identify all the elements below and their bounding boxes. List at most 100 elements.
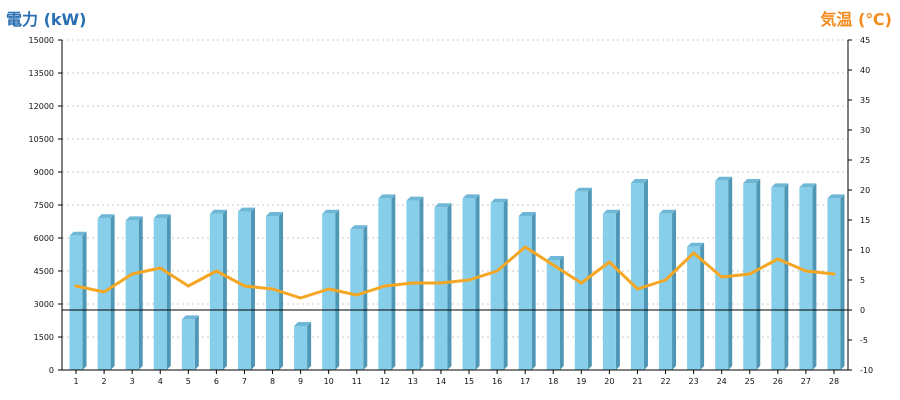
right-tick-label: -10 [860,366,873,375]
bar-front [266,216,280,370]
temperature-point [355,293,359,297]
bar-top [209,209,227,214]
bar [743,179,761,370]
bar-front [406,200,420,370]
bar-side [166,214,171,370]
bar-side [447,203,452,370]
bar-top [350,225,368,230]
bar-side [194,315,199,370]
x-tick-label: 5 [186,377,191,386]
x-tick-label: 7 [242,377,247,386]
bar-top [69,231,87,236]
temperature-series [74,245,836,300]
bar-top [687,242,705,247]
bar-top [630,179,648,183]
temperature-point [692,251,696,255]
bar-front [771,187,785,370]
right-tick-label: 0 [860,306,865,315]
bar-top [715,176,733,181]
bar-front [518,216,532,370]
temperature-point [636,287,639,291]
bar-front [181,319,195,370]
bar-side [531,212,536,370]
bar-top [153,214,171,219]
bar [771,183,789,370]
x-tick-label: 28 [829,377,839,386]
left-tick-label: 6000 [34,234,54,243]
right-tick-label: 25 [860,156,870,165]
x-tick-label: 26 [773,377,783,386]
temperature-point [411,281,415,285]
temperature-point [579,281,583,285]
x-tick-label: 27 [801,377,811,386]
bar-front [125,220,139,370]
bar-side [138,216,143,370]
x-tick-label: 8 [270,377,275,386]
bar [659,209,677,370]
right-tick-label: 35 [860,96,870,105]
bar-side [475,194,480,370]
right-tick-label: 40 [860,66,870,75]
bar-side [391,194,396,370]
left-tick-label: 1500 [34,333,54,342]
bar-front [602,213,616,370]
left-tick-label: 7500 [34,201,54,210]
bar-top [181,315,199,320]
temperature-point [383,284,387,288]
temperature-point [74,284,78,288]
axes: 0 1500 3000 4500 6000 7500 9000 10500 12000 13500… [29,36,874,386]
bar [153,214,171,370]
bar-front [827,198,841,370]
bar-top [518,212,536,216]
bar-top [125,216,143,221]
x-tick-label: 16 [492,377,502,386]
temperature-point [720,275,724,279]
right-tick-label: 10 [860,246,870,255]
x-tick-label: 3 [130,377,135,386]
bar [294,322,312,370]
bar [125,216,143,370]
bar [630,179,648,370]
left-tick-label: 0 [49,366,54,375]
right-tick-label: 20 [860,186,870,195]
temperature-point [439,281,443,285]
bar-front [490,202,504,370]
bar-top [378,194,396,199]
bar-top [799,183,817,188]
x-tick-label: 14 [436,377,446,386]
left-tick-label: 3000 [34,300,54,309]
bar [490,198,508,370]
bar [602,209,620,370]
x-tick-label: 10 [324,377,334,386]
bar [237,207,255,370]
bar-top [602,209,620,214]
bar-front [743,183,757,370]
temperature-point [748,272,752,276]
temperature-point [214,269,218,273]
temperature-point [776,257,780,261]
bar-side [587,187,592,370]
temperature-point [467,278,471,282]
bar [462,194,480,370]
bar-top [743,179,761,183]
x-tick-label: 19 [576,377,586,386]
bar [574,187,592,370]
bar-side [222,209,227,370]
bar [209,209,227,370]
bar [518,212,536,370]
x-tick-label: 24 [717,377,727,386]
bar-side [784,183,789,370]
bar [799,183,817,370]
temperature-point [551,263,555,267]
x-tick-label: 23 [689,377,699,386]
bar-front [153,218,167,370]
bar-top [574,187,592,192]
temperature-point [158,266,162,270]
bar-front [659,213,673,370]
right-tick-label: -5 [860,336,868,345]
bar-top [97,214,115,219]
temperature-point [495,269,499,273]
bar [827,194,845,370]
x-tick-label: 6 [214,377,219,386]
